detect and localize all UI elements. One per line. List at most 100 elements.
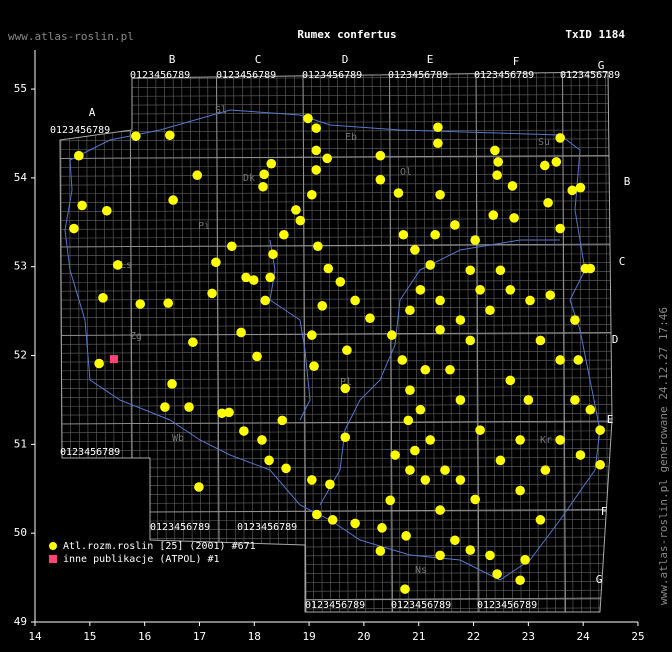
- region-label: Wb: [172, 433, 184, 444]
- record-dot: [398, 229, 409, 240]
- grid-cell-line: [285, 72, 288, 612]
- record-dot: [69, 223, 79, 234]
- record-square: [109, 355, 118, 364]
- region-label: Ns: [415, 565, 427, 576]
- record-dot: [450, 220, 460, 230]
- legend-label: inne publikacje (ATPOL) #1: [63, 554, 220, 565]
- grid-cell-line: [371, 72, 375, 612]
- record-dot: [131, 131, 141, 141]
- record-dot: [570, 315, 580, 325]
- record-dot: [257, 435, 267, 445]
- grid-major-line: [60, 155, 612, 159]
- record-dot: [405, 465, 415, 475]
- grid-row-digits: 0123456789: [477, 600, 537, 611]
- record-dot: [507, 181, 518, 191]
- record-dot: [281, 463, 291, 474]
- grid-column-label: F: [513, 55, 520, 68]
- record-dot: [445, 364, 455, 375]
- record-dot: [435, 295, 445, 306]
- record-dot: [523, 395, 534, 405]
- region-label: Ol: [400, 167, 412, 178]
- record-dot: [167, 379, 177, 389]
- record-dot: [455, 475, 466, 485]
- y-tick-label: 51: [14, 437, 27, 450]
- grid-cell-line: [596, 72, 600, 612]
- record-dot: [555, 133, 565, 143]
- record-dot: [350, 295, 360, 306]
- record-dot: [465, 265, 476, 276]
- record-dot: [335, 277, 346, 287]
- record-dot: [307, 330, 317, 340]
- record-dot: [98, 293, 108, 303]
- footer: www.atlas-roslin.pl generowane 24.12.27 …: [657, 307, 670, 605]
- record-dot: [211, 257, 221, 268]
- record-dot: [401, 531, 411, 541]
- region-label: Dk: [243, 173, 255, 184]
- record-dot: [475, 425, 485, 435]
- y-tick-label: 49: [14, 615, 27, 628]
- region-label: Pl: [340, 377, 352, 388]
- record-dot: [291, 205, 301, 215]
- grid-row-digits: 0123456789: [130, 70, 190, 81]
- record-dot: [342, 345, 352, 356]
- grid-row-digits: 0123456789: [150, 522, 210, 533]
- grid-cell-line: [267, 72, 271, 612]
- record-dot: [515, 575, 525, 586]
- grid-cell-line: [60, 315, 612, 319]
- grid-major-line: [389, 72, 393, 612]
- map-title: Rumex confertus: [297, 28, 396, 41]
- grid-cell-line: [60, 165, 612, 168]
- grid-cell-line: [328, 72, 332, 612]
- grid-cell-line: [60, 85, 612, 88]
- record-dot: [165, 130, 175, 141]
- grid-cell-line: [60, 430, 612, 434]
- grid-cell-line: [60, 412, 612, 416]
- grid-major-line: [302, 72, 307, 612]
- grid-cell-line: [60, 386, 612, 389]
- record-dot: [490, 145, 500, 156]
- grid-cell-line: [198, 72, 202, 612]
- grid-column-label: D: [342, 53, 349, 66]
- grid-cell-line: [60, 271, 612, 274]
- grid-cell-line: [363, 72, 366, 612]
- record-dot: [595, 425, 605, 435]
- grid-cell-line: [423, 72, 427, 612]
- grid-cell-line: [60, 359, 612, 363]
- record-dot: [492, 569, 502, 579]
- x-tick-label: 21: [412, 630, 425, 643]
- record-dot: [465, 335, 476, 346]
- y-tick-label: 52: [14, 349, 27, 362]
- record-dot: [309, 361, 319, 371]
- record-dot: [241, 272, 251, 283]
- grid-cell-line: [250, 72, 254, 612]
- grid-cell-line: [60, 227, 612, 230]
- record-dot: [415, 285, 426, 295]
- grid-column-label: B: [624, 175, 631, 188]
- record-dot: [505, 285, 516, 295]
- x-tick-label: 22: [467, 630, 480, 643]
- x-tick-label: 17: [193, 630, 206, 643]
- x-tick-label: 23: [522, 630, 535, 643]
- record-dot: [403, 415, 414, 426]
- x-tick-label: 25: [631, 630, 644, 643]
- record-dot: [102, 205, 112, 216]
- record-dot: [567, 185, 578, 196]
- record-dot: [279, 229, 289, 240]
- record-dot: [160, 402, 170, 412]
- record-dot: [385, 495, 396, 506]
- record-dot: [505, 375, 516, 386]
- record-dot: [573, 355, 584, 365]
- record-dot: [485, 550, 495, 561]
- record-dot: [259, 169, 269, 180]
- record-dot: [435, 505, 445, 515]
- grid-column-label: C: [255, 53, 262, 66]
- record-dot: [236, 327, 246, 338]
- record-dot: [94, 358, 104, 369]
- record-dot: [420, 475, 431, 485]
- grid-cell-line: [60, 173, 612, 177]
- grid-cell-line: [60, 76, 612, 80]
- grid-cell-line: [233, 72, 236, 612]
- grid-cell-line: [60, 280, 612, 283]
- record-dot: [425, 435, 436, 445]
